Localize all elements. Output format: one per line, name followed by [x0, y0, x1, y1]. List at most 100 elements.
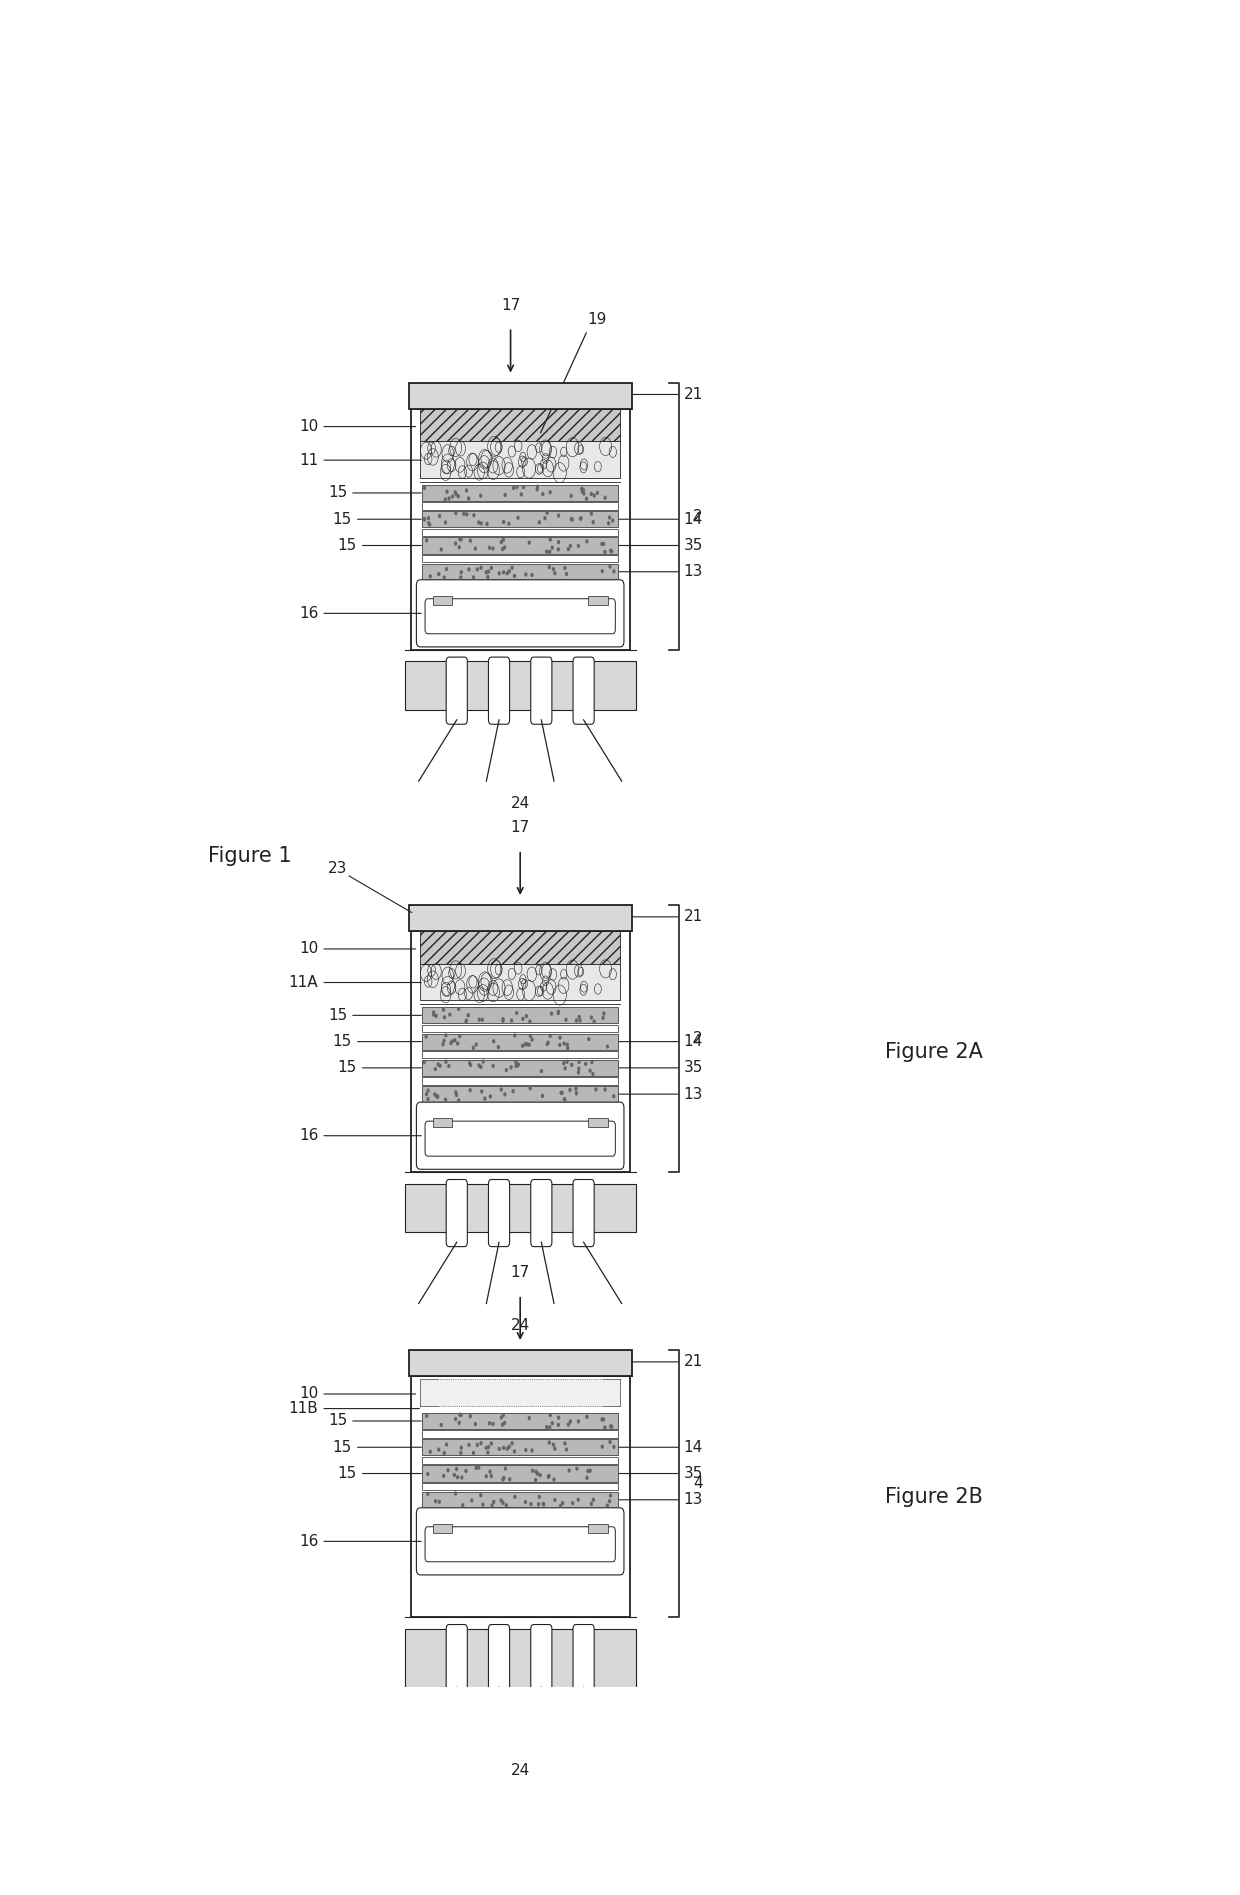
Circle shape — [502, 1018, 503, 1021]
FancyBboxPatch shape — [425, 1122, 615, 1156]
Circle shape — [606, 1044, 609, 1048]
Circle shape — [497, 1046, 500, 1048]
Circle shape — [500, 1499, 502, 1503]
Circle shape — [558, 514, 559, 517]
Bar — [422, 1059, 619, 1076]
Circle shape — [479, 1063, 480, 1067]
Circle shape — [472, 576, 475, 578]
Circle shape — [444, 1016, 445, 1020]
Circle shape — [589, 1069, 591, 1073]
Circle shape — [491, 1442, 492, 1444]
Circle shape — [591, 1061, 593, 1063]
Circle shape — [568, 1469, 570, 1472]
Circle shape — [590, 1503, 593, 1505]
Circle shape — [567, 1044, 568, 1046]
Circle shape — [485, 1474, 487, 1478]
Bar — [409, 1351, 631, 1376]
Text: 24: 24 — [511, 1762, 529, 1778]
Circle shape — [479, 1018, 480, 1021]
Circle shape — [549, 550, 551, 553]
Bar — [603, 1380, 620, 1406]
Circle shape — [516, 485, 518, 489]
Circle shape — [460, 576, 461, 578]
FancyBboxPatch shape — [489, 1179, 510, 1247]
Text: 14: 14 — [619, 1440, 703, 1455]
Circle shape — [502, 521, 505, 523]
Circle shape — [508, 1478, 511, 1480]
Circle shape — [601, 542, 603, 546]
Circle shape — [508, 523, 510, 525]
Bar — [422, 529, 619, 536]
Circle shape — [459, 1414, 461, 1416]
Circle shape — [552, 1421, 553, 1425]
Circle shape — [438, 1063, 439, 1065]
Circle shape — [564, 1099, 565, 1101]
Text: Figure 2A: Figure 2A — [885, 1042, 983, 1061]
Circle shape — [460, 1446, 463, 1450]
Circle shape — [438, 572, 440, 576]
Circle shape — [609, 1440, 611, 1444]
FancyBboxPatch shape — [573, 1624, 594, 1692]
Circle shape — [455, 1467, 458, 1471]
Circle shape — [448, 1065, 450, 1067]
Circle shape — [506, 1069, 507, 1071]
Circle shape — [513, 574, 516, 578]
FancyBboxPatch shape — [417, 1103, 624, 1169]
Circle shape — [531, 574, 533, 576]
Circle shape — [565, 1448, 568, 1452]
Circle shape — [451, 495, 454, 498]
Circle shape — [446, 491, 448, 493]
Bar — [422, 1484, 619, 1489]
Bar — [433, 1118, 451, 1128]
Bar — [433, 595, 451, 605]
Circle shape — [492, 1501, 495, 1503]
Text: 13: 13 — [619, 1491, 703, 1507]
Circle shape — [538, 521, 541, 523]
Circle shape — [489, 1471, 491, 1472]
Bar — [420, 963, 620, 1001]
Circle shape — [568, 1423, 569, 1427]
Circle shape — [501, 548, 503, 551]
Circle shape — [425, 538, 428, 542]
Circle shape — [445, 568, 448, 570]
Circle shape — [529, 1086, 531, 1090]
Bar — [422, 1086, 619, 1103]
Circle shape — [511, 1020, 512, 1021]
Bar — [422, 485, 619, 500]
Circle shape — [424, 487, 425, 489]
Circle shape — [425, 1093, 428, 1095]
Circle shape — [544, 517, 546, 519]
Circle shape — [459, 1421, 460, 1425]
Circle shape — [603, 1417, 605, 1421]
Circle shape — [603, 1016, 604, 1020]
Circle shape — [590, 1016, 593, 1020]
Circle shape — [558, 1010, 559, 1014]
Circle shape — [575, 1092, 578, 1095]
Circle shape — [575, 1467, 578, 1471]
Circle shape — [564, 567, 565, 568]
Circle shape — [552, 546, 553, 550]
Text: 21: 21 — [625, 1355, 703, 1370]
Circle shape — [487, 576, 489, 578]
Circle shape — [522, 485, 525, 489]
Circle shape — [529, 1503, 532, 1507]
Circle shape — [531, 1038, 533, 1040]
Circle shape — [564, 1442, 565, 1444]
Circle shape — [558, 540, 559, 544]
Circle shape — [525, 1448, 527, 1452]
Bar — [420, 409, 620, 442]
Circle shape — [528, 1417, 531, 1419]
Text: 16: 16 — [299, 606, 422, 622]
Circle shape — [548, 1440, 551, 1444]
Circle shape — [435, 1095, 438, 1097]
Circle shape — [492, 1065, 495, 1067]
Circle shape — [579, 1020, 582, 1021]
Circle shape — [609, 515, 610, 519]
Text: 11: 11 — [299, 453, 422, 468]
Circle shape — [455, 1417, 456, 1421]
Circle shape — [455, 1092, 456, 1093]
Circle shape — [604, 550, 606, 553]
Circle shape — [603, 1012, 605, 1016]
Circle shape — [583, 493, 585, 495]
Circle shape — [590, 512, 593, 515]
